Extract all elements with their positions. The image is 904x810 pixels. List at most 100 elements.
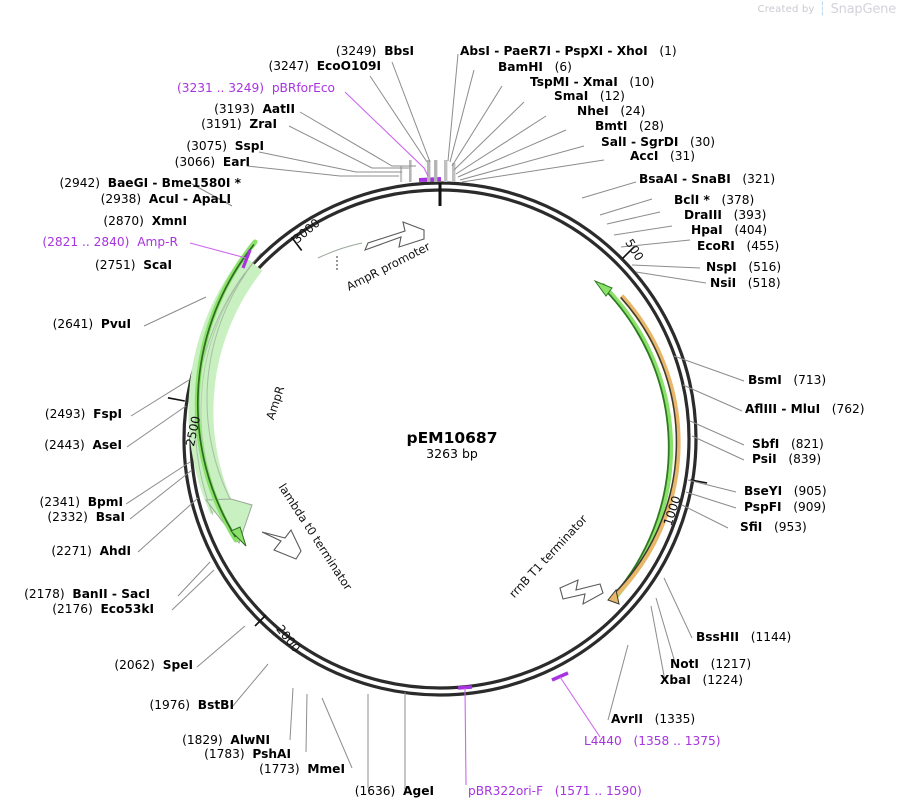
watermark-brand: SnapGene — [830, 2, 897, 17]
site-label-bsai: (2332) BsaI — [47, 511, 125, 524]
site-enzyme-name: Amp-R — [137, 235, 178, 249]
primer-tick-l4440 — [551, 671, 569, 682]
ampr-arrowhead — [205, 498, 253, 545]
site-enzyme-name: BssHII — [696, 630, 740, 644]
site-position: (1335) — [654, 712, 696, 726]
site-label-bpmi: (2341) BpmI — [39, 496, 123, 509]
site-enzyme-name: BbsI — [384, 44, 414, 58]
site-label-amp-r: (2821 .. 2840) Amp-R — [42, 236, 178, 249]
site-position: (10) — [629, 75, 655, 89]
site-label-bstbi: (1976) BstBI — [150, 699, 234, 712]
primer-tick-ampr — [241, 249, 252, 269]
snapgene-watermark: Created by ┆ SnapGene — [758, 2, 897, 17]
site-position: (953) — [773, 520, 807, 534]
site-enzyme-name: PvuI — [100, 317, 131, 331]
site-position: (404) — [734, 223, 768, 237]
site-enzyme-name: SpeI — [162, 658, 193, 672]
site-label-eari: (3066) EarI — [175, 156, 250, 169]
site-position: (1217) — [710, 657, 752, 671]
site-label-agei: (1636) AgeI — [355, 785, 434, 798]
site-enzyme-name: SfiI — [740, 520, 763, 534]
site-enzyme-name: MmeI — [307, 762, 345, 776]
site-position: (3193) — [214, 102, 255, 116]
site-enzyme-name: BmtI — [595, 119, 628, 133]
site-position: (2271) — [51, 544, 92, 558]
site-position: (1) — [659, 44, 677, 58]
site-label-afliii-mlui: AflIII - MluI (762) — [745, 403, 865, 416]
site-position: (2332) — [47, 510, 88, 524]
feature-label-ampr-promoter: AmpR promoter — [344, 239, 433, 293]
promoter-edge — [317, 242, 363, 259]
site-position: (1783) — [204, 747, 245, 761]
site-enzyme-name: BsmI — [748, 373, 782, 387]
site-enzyme-name: AseI — [92, 438, 123, 452]
site-label-noti: NotI (1217) — [670, 658, 751, 671]
site-enzyme-name: AhdI — [99, 544, 131, 558]
site-position: (2062) — [114, 658, 155, 672]
site-enzyme-name: SmaI — [554, 89, 589, 103]
site-label-bsaai-snabi: BsaAI - SnaBI (321) — [639, 173, 775, 186]
site-label-sspi: (3075) SspI — [186, 140, 264, 153]
ampr-inner-edge — [206, 252, 262, 504]
site-enzyme-name: AflIII - MluI — [745, 402, 821, 416]
site-enzyme-name: BanII - SacI — [72, 587, 150, 601]
site-label-bsmi: BsmI (713) — [748, 374, 826, 387]
primer-tick-pbr322ori-f — [457, 685, 473, 690]
site-label-bsshii: BssHII (1144) — [696, 631, 791, 644]
site-position: (1773) — [259, 762, 300, 776]
site-enzyme-name: DraIII — [684, 208, 722, 222]
tick-marks — [167, 236, 708, 627]
site-label-ecori: EcoRI (455) — [697, 240, 779, 253]
ori-orange-arc-dark — [612, 296, 678, 596]
site-label-sfii: SfiI (953) — [740, 521, 807, 534]
site-position: (3247) — [268, 59, 309, 73]
site-position: (2641) — [52, 317, 94, 331]
site-label-scai: (2751) ScaI — [95, 259, 172, 272]
site-position: (2870) — [103, 214, 144, 228]
site-position: (321) — [742, 172, 776, 186]
site-enzyme-name: HpaI — [691, 223, 723, 237]
site-label-ecoo109i: (3247) EcoO109I — [268, 60, 381, 73]
site-label-acci: AccI (31) — [630, 150, 695, 163]
site-position: (905) — [793, 484, 827, 498]
site-label-l4440: L4440 (1358 .. 1375) — [584, 735, 720, 748]
site-label-fspi: (2493) FspI — [45, 408, 122, 421]
site-label-nspi: NspI (516) — [706, 261, 781, 274]
site-label-xbai: XbaI (1224) — [660, 674, 743, 687]
site-enzyme-name: AatII — [262, 102, 295, 116]
site-enzyme-name: ScaI — [143, 258, 172, 272]
lambda-t0-terminator-arrow — [261, 528, 302, 560]
site-label-avrii: AvrII (1335) — [611, 713, 695, 726]
site-label-zrai: (3191) ZraI — [201, 118, 277, 131]
site-label-pbr322ori-f: pBR322ori-F (1571 .. 1590) — [468, 785, 642, 798]
site-position: (24) — [620, 104, 646, 118]
site-position: (1144) — [750, 630, 792, 644]
site-enzyme-name: L4440 — [584, 734, 622, 748]
site-label-nhei: NheI (24) — [577, 105, 645, 118]
site-enzyme-name: BseYI — [744, 484, 783, 498]
site-enzyme-name: AccI — [630, 149, 659, 163]
site-position: (2341) — [39, 495, 80, 509]
site-position: (1829) — [182, 733, 223, 747]
site-label-bbsi: (3249) BbsI — [336, 45, 414, 58]
site-label-sali-sgrdi: SalI - SgrDI (30) — [601, 136, 715, 149]
site-label-xmni: (2870) XmnI — [103, 215, 187, 228]
site-position: (516) — [748, 260, 782, 274]
leader-lines-top-cluster — [246, 53, 605, 183]
site-position: (1358 .. 1375) — [633, 734, 721, 748]
site-enzyme-name: BsaAI - SnaBI — [639, 172, 731, 186]
site-position: (3249) — [335, 44, 377, 58]
site-enzyme-name: SalI - SgrDI — [601, 135, 679, 149]
site-enzyme-name: AcuI - ApaLI — [148, 192, 231, 206]
site-enzyme-name: ZraI — [249, 117, 277, 131]
site-label-hpai: HpaI (404) — [691, 224, 767, 237]
snapgene-logo-icon: ┆ — [818, 2, 827, 17]
site-position: (2493) — [44, 407, 86, 421]
site-position: (2942) — [59, 176, 101, 190]
site-position: (2176) — [52, 602, 93, 616]
leader-pbr322ori-f — [464, 687, 467, 786]
site-position: (2751) — [94, 258, 136, 272]
site-label-banii-saci: (2178) BanII - SacI — [24, 588, 150, 601]
site-enzyme-name: FspI — [93, 407, 122, 421]
